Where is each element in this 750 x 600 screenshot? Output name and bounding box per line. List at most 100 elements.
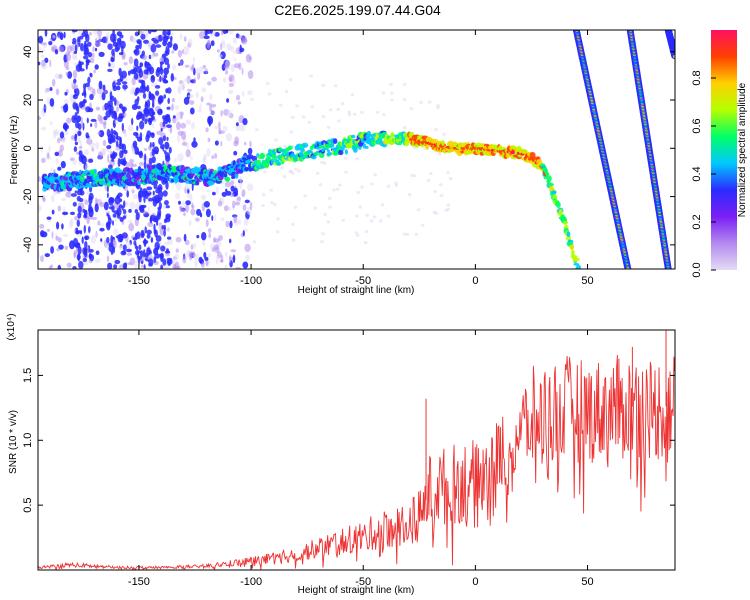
noise-blob (164, 141, 170, 150)
noise-blob (90, 123, 93, 127)
noise-blob (242, 230, 245, 237)
noise-blob (381, 91, 386, 95)
trace-blob (344, 149, 348, 155)
noise-blob (148, 263, 153, 267)
noise-blob (116, 81, 121, 86)
noise-blob (154, 253, 161, 259)
noise-blob (382, 113, 386, 117)
noise-blob (106, 236, 110, 244)
noise-blob (144, 108, 150, 117)
noise-blob (40, 255, 44, 263)
noise-blob (176, 182, 182, 191)
noise-blob (177, 87, 182, 95)
noise-blob (295, 104, 299, 108)
noise-blob (94, 47, 98, 52)
trace-blob (195, 180, 200, 186)
noise-blob (55, 235, 59, 241)
noise-blob (283, 144, 287, 148)
noise-blob (78, 146, 83, 149)
noise-blob (51, 209, 55, 215)
noise-blob (163, 150, 167, 154)
noise-blob (117, 157, 121, 167)
noise-blob (261, 203, 265, 208)
noise-blob (52, 35, 56, 39)
noise-blob (93, 69, 96, 74)
noise-blob (103, 201, 109, 211)
noise-blob (113, 264, 118, 269)
noise-blob (233, 150, 238, 156)
noise-blob (198, 256, 203, 264)
noise-blob (108, 63, 111, 67)
noise-blob (355, 157, 359, 161)
noise-blob (108, 164, 113, 170)
noise-blob (123, 62, 128, 66)
noise-blob (160, 245, 166, 252)
noise-blob (53, 131, 60, 136)
noise-blob (232, 37, 237, 44)
snr-y-axis-label: SNR (10 * v/v) (8, 410, 19, 474)
trace-blob (505, 152, 511, 159)
trace-blob (390, 132, 395, 137)
noise-blob (405, 232, 410, 236)
noise-blob (50, 167, 53, 174)
noise-blob (75, 227, 79, 231)
noise-blob (341, 218, 346, 222)
noise-blob (83, 83, 87, 90)
noise-blob (228, 82, 235, 87)
noise-blob (76, 219, 81, 227)
noise-blob (64, 124, 68, 132)
noise-blob (94, 64, 99, 70)
noise-blob (244, 199, 250, 204)
figure-title: C2E6.2025.199.07.44.G04 (274, 2, 441, 18)
noise-blob (238, 62, 242, 71)
noise-blob (141, 84, 146, 89)
noise-blob (172, 43, 178, 51)
noise-blob (122, 244, 127, 251)
noise-blob (207, 81, 212, 86)
noise-blob (446, 170, 450, 175)
noise-blob (189, 100, 195, 105)
noise-blob (50, 246, 54, 254)
trace-blob (54, 173, 58, 177)
noise-blob (100, 223, 105, 227)
noise-blob (87, 76, 91, 84)
noise-blob (86, 117, 89, 124)
noise-blob (144, 86, 148, 92)
noise-blob (85, 135, 90, 139)
noise-blob (242, 204, 247, 211)
noise-blob (224, 181, 232, 188)
noise-blob (41, 231, 48, 238)
noise-blob (122, 209, 127, 215)
noise-blob (208, 118, 212, 127)
noise-blob (211, 103, 217, 108)
noise-blob (162, 30, 168, 36)
noise-blob (215, 255, 219, 265)
noise-blob (269, 188, 274, 192)
noise-blob (135, 212, 140, 221)
noise-blob (73, 51, 78, 54)
noise-blob (439, 183, 443, 187)
trace-blob (547, 182, 554, 187)
noise-blob (64, 130, 69, 136)
noise-blob (193, 77, 196, 85)
noise-blob (164, 217, 171, 223)
trace-blob (277, 162, 282, 166)
noise-blob (146, 229, 152, 235)
noise-blob (184, 64, 190, 68)
noise-blob (137, 105, 141, 110)
noise-blob (83, 91, 87, 98)
noise-blob (188, 251, 194, 258)
noise-blob (247, 147, 253, 155)
trace-blob (137, 181, 141, 186)
trace-blob (333, 138, 338, 145)
noise-blob (390, 91, 394, 95)
noise-blob (150, 54, 155, 59)
noise-blob (212, 247, 215, 253)
noise-blob (291, 238, 296, 242)
noise-blob (243, 218, 249, 227)
noise-blob (59, 131, 65, 139)
noise-blob (429, 171, 433, 176)
noise-blob (106, 213, 109, 217)
noise-blob (244, 141, 247, 146)
noise-blob (185, 204, 190, 213)
